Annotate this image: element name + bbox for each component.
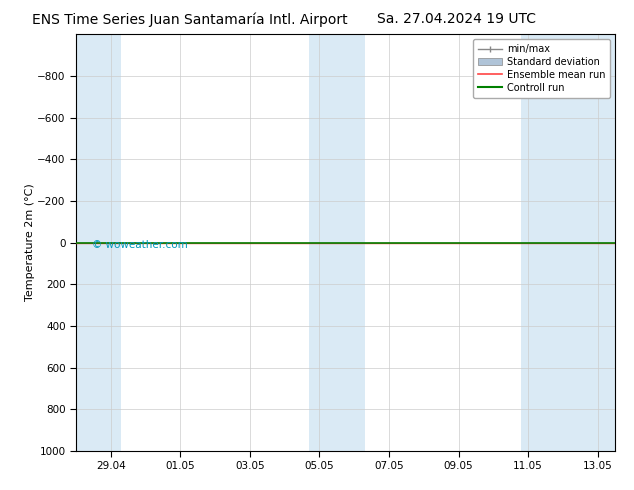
Bar [521,34,615,451]
Legend: min/max, Standard deviation, Ensemble mean run, Controll run: min/max, Standard deviation, Ensemble me… [473,39,610,98]
Text: ENS Time Series Juan Santamaría Intl. Airport: ENS Time Series Juan Santamaría Intl. Ai… [32,12,348,27]
Bar [309,34,365,451]
Bar [76,34,121,451]
Text: Sa. 27.04.2024 19 UTC: Sa. 27.04.2024 19 UTC [377,12,536,26]
Y-axis label: Temperature 2m (°C): Temperature 2m (°C) [25,184,34,301]
Text: © woweather.com: © woweather.com [93,241,188,250]
